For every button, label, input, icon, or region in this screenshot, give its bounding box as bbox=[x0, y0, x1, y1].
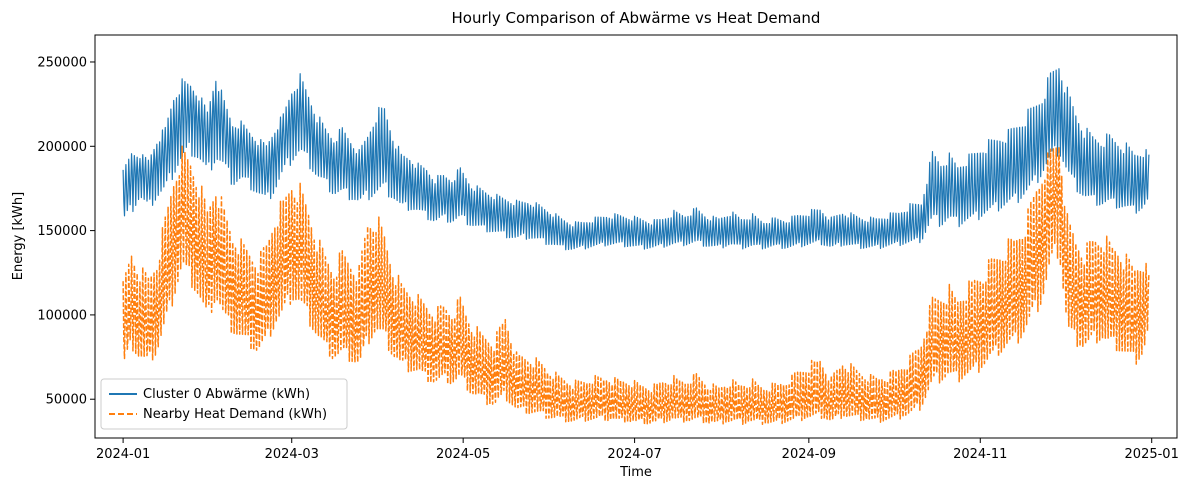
y-axis: 50000 100000 150000 200000 250000 bbox=[37, 55, 95, 408]
y-axis-label: Energy [kWh] bbox=[11, 192, 26, 280]
plot-frame bbox=[94, 34, 1178, 439]
legend-label-heat-demand: Nearby Heat Demand (kWh) bbox=[143, 407, 327, 422]
chart-title: Hourly Comparison of Abwärme vs Heat Dem… bbox=[452, 9, 821, 27]
x-tick-label: 2024-01 bbox=[96, 447, 150, 462]
y-tick-label: 100000 bbox=[37, 308, 87, 323]
series-abwaerme bbox=[122, 68, 1150, 251]
x-tick-label: 2025-01 bbox=[1125, 447, 1179, 462]
line-heat-demand bbox=[122, 145, 1150, 426]
x-tick-label: 2024-03 bbox=[265, 447, 319, 462]
line-abwaerme bbox=[122, 68, 1150, 251]
x-tick-label: 2024-07 bbox=[607, 447, 661, 462]
x-axis: 2024-01 2024-03 2024-05 2024-07 2024-09 2024-… bbox=[96, 438, 1179, 462]
x-tick-label: 2024-05 bbox=[436, 447, 490, 462]
x-tick-label: 2024-09 bbox=[782, 447, 836, 462]
y-tick-label: 250000 bbox=[37, 55, 87, 70]
legend-label-abwaerme: Cluster 0 Abwärme (kWh) bbox=[143, 387, 310, 402]
y-tick-label: 50000 bbox=[46, 393, 87, 408]
x-axis-label: Time bbox=[619, 465, 652, 480]
series-heat-demand bbox=[122, 145, 1150, 426]
series-layer bbox=[122, 68, 1150, 426]
y-tick-label: 150000 bbox=[37, 224, 87, 239]
y-tick-label: 200000 bbox=[37, 140, 87, 155]
legend-box bbox=[100, 378, 348, 430]
legend: Cluster 0 Abwärme (kWh) Nearby Heat Dema… bbox=[100, 378, 348, 430]
x-tick-label: 2024-11 bbox=[953, 447, 1007, 462]
